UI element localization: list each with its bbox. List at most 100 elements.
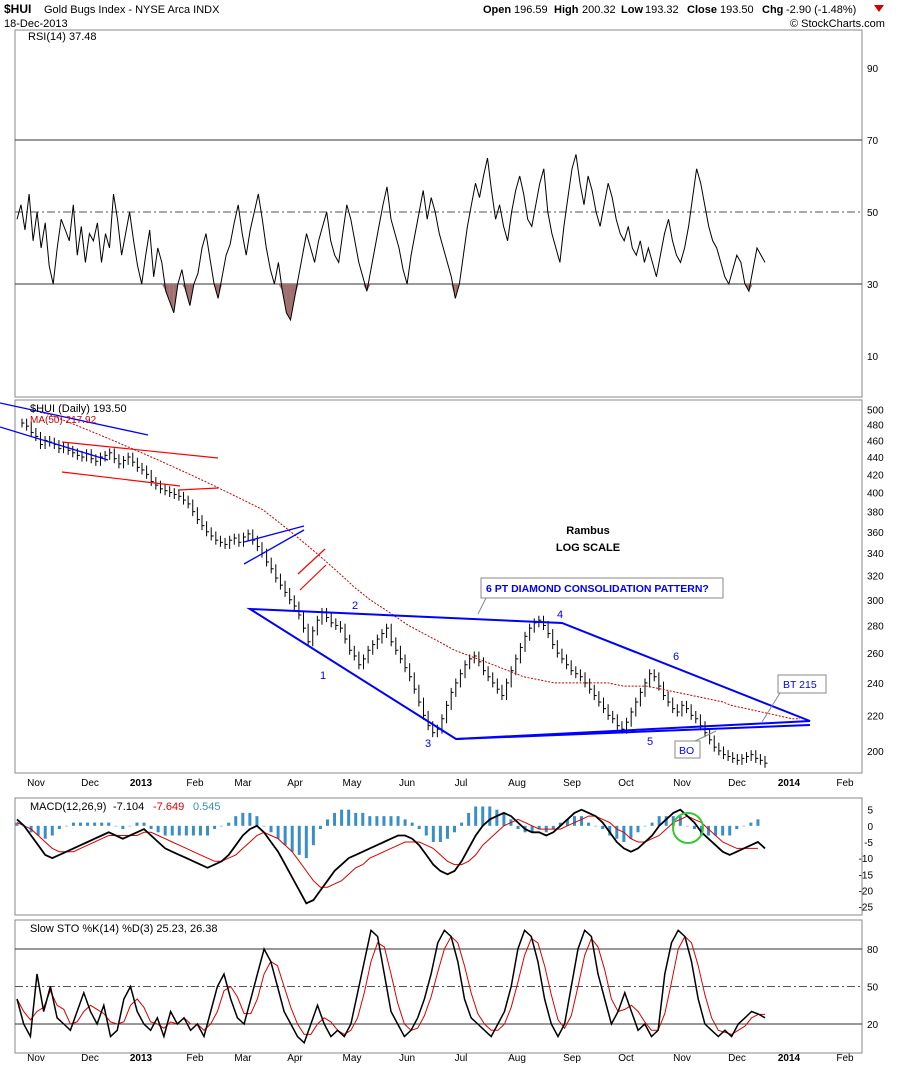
- date-label: 18-Dec-2013: [4, 18, 68, 30]
- rsi-oversold-fill: [286, 284, 291, 320]
- price-month-label: Dec: [81, 778, 99, 789]
- close-value: 193.50: [720, 4, 754, 16]
- macd-histogram-bar: [551, 825, 555, 830]
- brand-label: © StockCharts.com: [790, 18, 885, 30]
- sto-d-line: [16, 935, 765, 1035]
- macd-histogram-bar: [347, 809, 351, 826]
- rsi-oversold-fill: [290, 284, 295, 320]
- price-tick-label: 420: [867, 470, 884, 481]
- macd-histogram-bar: [692, 825, 696, 830]
- price-tick-label: 360: [867, 528, 884, 539]
- sto-legend: Slow STO %K(14) %D(3) 25.23, 26.38: [30, 923, 218, 935]
- pattern-callout-pointer: [477, 597, 487, 615]
- macd-histogram-bar: [756, 819, 760, 826]
- sto-k-line: [16, 928, 766, 1045]
- macd-histogram-bar: [431, 825, 435, 842]
- macd-histogram-bar: [354, 812, 358, 826]
- diamond-neckline: [455, 724, 811, 740]
- price-month-label: Apr: [287, 778, 303, 789]
- macd-histogram-bar: [707, 825, 711, 836]
- macd-legend-hist: 0.545: [193, 801, 221, 813]
- price-month-label: Nov: [27, 778, 45, 789]
- point-3-label: 3: [425, 738, 431, 750]
- macd-histogram-bar: [149, 825, 153, 830]
- point-6-label: 6: [673, 651, 679, 663]
- low-value: 193.32: [645, 4, 679, 16]
- macd-histogram-bar: [516, 825, 520, 830]
- sto-month-label: Aug: [508, 1053, 526, 1064]
- price-month-label: Mar: [234, 778, 252, 789]
- macd-histogram-bar: [325, 819, 329, 826]
- top-downtrend-line: [0, 402, 149, 436]
- close-label: Close: [687, 4, 717, 16]
- rsi-tick-label: 70: [867, 136, 879, 147]
- pattern-callout-label: 6 PT DIAMOND CONSOLIDATION PATTERN?: [486, 583, 709, 595]
- red-flag-top: [297, 548, 326, 575]
- sto-month-label: 2014: [778, 1053, 801, 1064]
- rsi-tick-label: 10: [867, 352, 879, 363]
- macd-histogram-bar: [474, 806, 478, 826]
- price-tick-label: 480: [867, 421, 884, 432]
- macd-histogram-bar: [213, 825, 217, 830]
- red-channel-top-2: [177, 487, 219, 491]
- price-legend: $HUI (Daily) 193.50: [30, 403, 127, 415]
- macd-histogram-bar: [721, 825, 725, 836]
- rsi-tick-label: 50: [867, 208, 879, 219]
- price-month-label: Aug: [508, 778, 526, 789]
- macd-histogram-bar: [678, 816, 682, 826]
- macd-histogram-bar: [93, 822, 97, 826]
- price-tick-label: 260: [867, 649, 884, 660]
- macd-histogram-bar: [622, 825, 626, 842]
- macd-line: [16, 808, 766, 905]
- price-tick-label: 300: [867, 596, 884, 607]
- price-tick-label: 500: [867, 405, 884, 416]
- point-4-label: 4: [557, 609, 563, 621]
- macd-histogram-bar: [318, 825, 322, 830]
- bt-callout-pointer: [761, 692, 781, 723]
- macd-histogram-bar: [206, 825, 210, 836]
- rsi-tick-label: 30: [867, 280, 879, 291]
- rsi-tick-label: 90: [867, 64, 879, 75]
- bo-callout-label: BO: [679, 745, 694, 757]
- macd-histogram-bar: [262, 825, 266, 827]
- macd-tick-label: 0: [867, 822, 873, 833]
- sto-month-label: Feb: [186, 1053, 204, 1064]
- red-channel-top: [61, 441, 219, 459]
- macd-histogram-bar: [615, 825, 619, 839]
- macd-histogram-bar: [15, 822, 19, 826]
- macd-histogram-bar: [184, 825, 188, 836]
- macd-histogram-bar: [671, 816, 675, 826]
- bo-callout-box: [674, 740, 701, 759]
- macd-histogram-bar: [142, 822, 146, 826]
- log-scale-label: LOG SCALE: [556, 542, 620, 554]
- sto-month-label: Mar: [234, 1053, 252, 1064]
- macd-histogram-bar: [453, 825, 457, 833]
- sto-month-label: May: [343, 1053, 362, 1064]
- macd-histogram-bar: [135, 822, 139, 826]
- price-tick-label: 280: [867, 621, 884, 632]
- macd-histogram-bar: [735, 825, 739, 830]
- rsi-oversold-fill: [165, 284, 170, 302]
- macd-histogram-bar: [410, 822, 414, 826]
- macd-histogram-bar: [340, 809, 344, 826]
- macd-histogram-bar: [488, 806, 492, 826]
- sto-month-label: 2013: [130, 1053, 153, 1064]
- high-value: 200.32: [582, 4, 616, 16]
- macd-histogram-bar: [594, 825, 598, 827]
- rsi-line: [16, 154, 766, 322]
- macd-histogram-bar: [198, 825, 202, 836]
- macd-tick-label: -25: [859, 903, 874, 914]
- macd-histogram-bar: [311, 825, 315, 846]
- macd-histogram-bar: [403, 819, 407, 826]
- triangle-top: [243, 525, 305, 543]
- low-label: Low: [621, 4, 643, 16]
- price-month-label: Nov: [673, 778, 691, 789]
- pattern-callout-box: [480, 577, 724, 599]
- macd-histogram-bar: [333, 812, 337, 826]
- macd-tick-label: -10: [859, 854, 874, 865]
- macd-histogram-bar: [290, 825, 294, 852]
- macd-histogram-bar: [163, 825, 167, 836]
- price-month-label: Jul: [455, 778, 468, 789]
- macd-histogram-bar: [685, 825, 689, 827]
- bt-callout-box: [777, 674, 827, 694]
